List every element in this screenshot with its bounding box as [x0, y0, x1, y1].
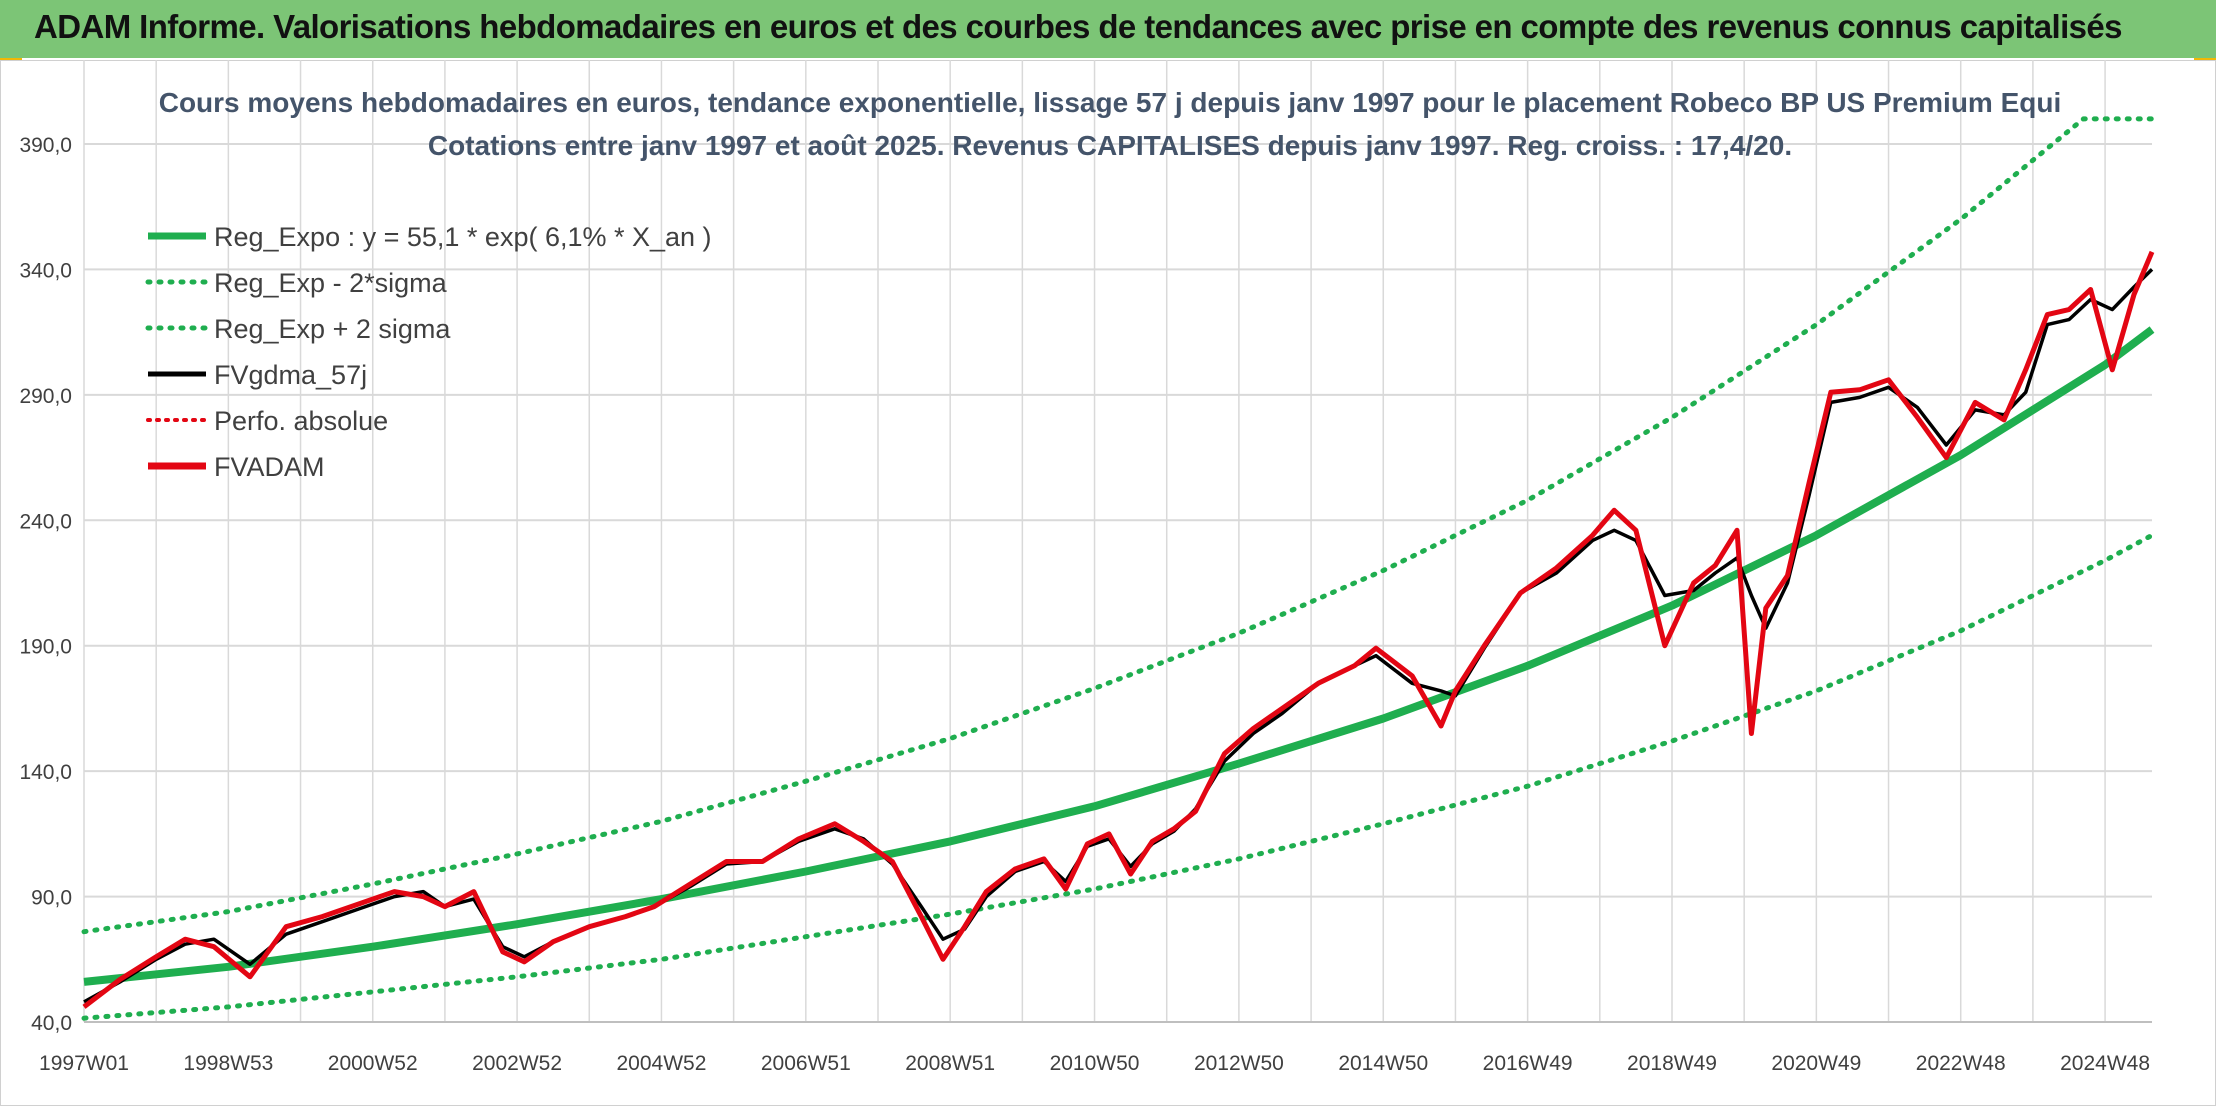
grid-lines	[83, 60, 2152, 1023]
chart-title: Cours moyens hebdomadaires en euros, ten…	[159, 87, 2062, 118]
x-tick-label: 2000W52	[328, 1052, 418, 1075]
x-tick-label: 1997W01	[39, 1052, 129, 1075]
legend-label: FVgdma_57j	[214, 360, 367, 390]
legend-label: Reg_Exp + 2 sigma	[214, 314, 451, 344]
series-reg-plus-2sigma	[81, 116, 2155, 935]
series-reg-minus-2sigma	[81, 532, 2155, 1021]
x-tick-label: 1998W53	[183, 1052, 273, 1075]
x-tick-label: 2018W49	[1627, 1052, 1717, 1075]
legend-label: Reg_Expo : y = 55,1 * exp( 6,1% * X_an )	[214, 222, 712, 252]
x-tick-label: 2024W48	[2060, 1052, 2150, 1075]
y-tick-label: 240,0	[19, 510, 72, 533]
chart-subtitle: Cotations entre janv 1997 et août 2025. …	[428, 130, 1792, 161]
x-tick-label: 2002W52	[472, 1052, 562, 1075]
x-tick-label: 2004W52	[616, 1052, 706, 1075]
y-tick-label: 390,0	[19, 134, 72, 157]
legend-label: Perfo. absolue	[214, 406, 388, 436]
y-tick-label: 140,0	[19, 761, 72, 784]
x-axis-tick-labels: 1997W01 1998W53 2000W52 2002W52 2004W52 2006W…	[39, 1052, 2150, 1075]
x-tick-label: 2014W50	[1338, 1052, 1428, 1075]
x-tick-label: 2016W49	[1483, 1052, 1573, 1075]
legend-label: FVADAM	[214, 452, 325, 482]
y-tick-label: 90,0	[31, 887, 72, 910]
legend-label: Reg_Exp - 2*sigma	[214, 268, 448, 298]
y-axis-tick-labels: 40,0 90,0 140,0 190,0 240,0 290,0 340,0 390,0	[19, 134, 72, 1035]
x-tick-label: 2020W49	[1771, 1052, 1861, 1075]
x-tick-label: 2022W48	[1916, 1052, 2006, 1075]
y-tick-label: 190,0	[19, 636, 72, 659]
y-tick-label: 340,0	[19, 259, 72, 282]
y-tick-label: 290,0	[19, 385, 72, 408]
series-fvadam	[82, 250, 2155, 1009]
trend-chart: 40,0 90,0 140,0 190,0 240,0 290,0 340,0 390,0 1…	[0, 60, 2216, 1106]
series-reg-expo	[83, 326, 2155, 986]
header-banner: ADAM Informe. Valorisations hebdomadaire…	[0, 0, 2216, 58]
y-tick-label: 40,0	[31, 1012, 72, 1035]
x-tick-label: 2012W50	[1194, 1052, 1284, 1075]
x-tick-label: 2008W51	[905, 1052, 995, 1075]
x-tick-label: 2006W51	[761, 1052, 851, 1075]
series-layer	[81, 116, 2155, 1021]
report-title: ADAM Informe. Valorisations hebdomadaire…	[34, 8, 2123, 45]
x-tick-label: 2010W50	[1050, 1052, 1140, 1075]
chart-legend: Reg_Expo : y = 55,1 * exp( 6,1% * X_an )…	[145, 222, 712, 482]
